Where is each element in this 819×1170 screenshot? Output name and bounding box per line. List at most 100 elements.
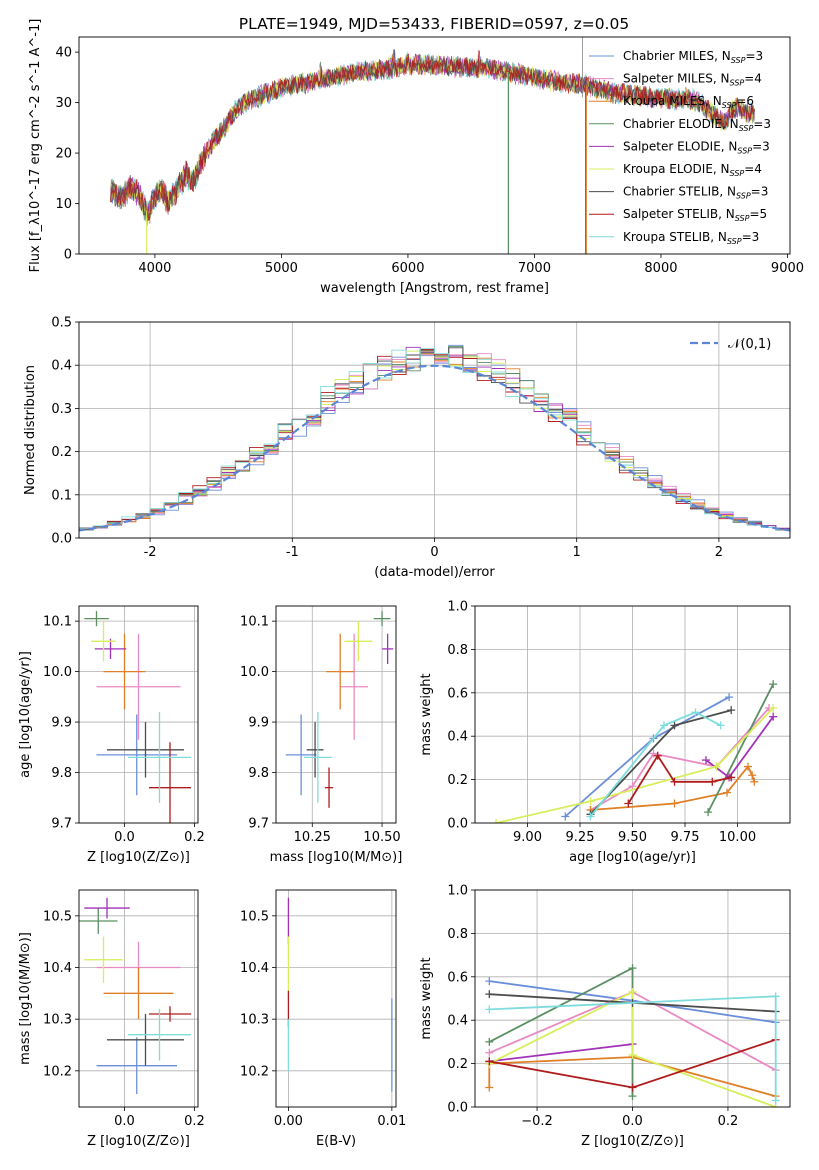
x-tick-label: 0.01	[377, 1114, 406, 1129]
y-tick-label: 10.0	[240, 665, 269, 680]
spectrum-lines	[109, 37, 756, 254]
error-bars	[84, 611, 191, 823]
x-tick-label: 0	[430, 545, 438, 560]
x-tick-label: 0.0	[622, 1114, 643, 1129]
mass-weight-marker	[628, 987, 637, 996]
mass-weight-marker	[771, 1096, 780, 1105]
y-tick-label: 9.8	[51, 766, 72, 781]
y-tick-label: 10.2	[43, 1064, 72, 1079]
mass-weight-marker	[485, 1037, 494, 1046]
legend-label: Chabrier STELIB, NSSP=3	[623, 185, 768, 201]
y-tick-label: 10.1	[43, 615, 72, 630]
x-tick-label: 0.00	[274, 1114, 303, 1129]
axes-mass-vs-ebv: 0.00 0.01 10.2 10.3 10.4 10.5 E(B-V)	[240, 889, 406, 1149]
x-tick-label: 9.25	[566, 830, 595, 845]
mass-weight-marker	[485, 1057, 494, 1066]
x-axis-label: mass [log10(M/M⊙)]	[270, 850, 403, 865]
spectrum-legend: Chabrier MILES, NSSP=3 Salpeter MILES, NS…	[589, 49, 771, 246]
axes-mass-vs-Z: 0.0 0.2 10.2 10.3 10.4 10.5 Z [log10(Z/Z⊙)] mas…	[18, 889, 205, 1149]
y-tick-label: 10.4	[43, 961, 72, 976]
axes-frame	[474, 889, 791, 1108]
y-tick-label: 20	[55, 147, 72, 162]
x-tick-label: 8000	[644, 261, 677, 276]
mass-weight-lines	[485, 964, 780, 1107]
mass-weight-marker	[725, 693, 734, 702]
mass-weight-marker	[716, 721, 725, 730]
mass-weight-series-3	[488, 966, 634, 1097]
x-tick-label: 9.00	[513, 830, 542, 845]
y-tick-label: 10.5	[43, 909, 72, 924]
y-tick-label: 10.3	[240, 1013, 269, 1028]
axes-frame	[78, 605, 199, 824]
y-tick-label: 9.7	[51, 817, 72, 832]
x-tick-label: 0.2	[184, 830, 205, 845]
mass-weight-marker	[769, 703, 778, 712]
mass-weight-marker	[727, 706, 736, 715]
y-tick-label: 0.2	[51, 445, 72, 460]
mass-weight-marker	[628, 964, 637, 973]
mass-weight-marker	[771, 992, 780, 1001]
mass-weight-series-3	[707, 683, 775, 813]
y-tick-label: 9.7	[248, 817, 269, 832]
error-bars	[287, 897, 393, 1092]
mass-weight-marker	[586, 797, 595, 806]
y-axis-label: Flux [f_λ10^-17 erg cm^-2 s^-1 A^-1]	[28, 19, 43, 273]
mass-weight-series-4	[489, 1043, 633, 1063]
y-tick-label: 9.8	[248, 766, 269, 781]
y-axis-label: age [log10(age/yr)]	[18, 651, 33, 778]
y-tick-label: 10	[55, 197, 72, 212]
y-tick-label: 1.0	[447, 600, 468, 615]
mass-weight-series-5	[495, 707, 774, 823]
x-axis-label: E(B-V)	[316, 1134, 356, 1149]
legend-label: Chabrier MILES, NSSP=3	[623, 49, 763, 65]
histogram-series-8	[79, 348, 790, 533]
y-tick-label: 0	[64, 248, 72, 263]
x-tick-label: 9.75	[671, 830, 700, 845]
axes-age-vs-Z: 0.0 0.2 9.7 9.8 9.9 10.0 10.1 Z [log10(Z/Z⊙)] ag…	[18, 605, 205, 865]
axes-age-vs-mass: 10.25 10.50 9.7 9.8 9.9 10.0 10.1 mass [log10(M…	[240, 605, 403, 865]
mass-weight-marker	[704, 808, 713, 817]
y-tick-label: 0.8	[447, 927, 468, 942]
mass-weight-marker	[769, 712, 778, 721]
y-tick-label: 0.3	[51, 402, 72, 417]
x-tick-label: 4000	[138, 261, 171, 276]
x-tick-label: -1	[286, 545, 299, 560]
y-tick-label: 10.3	[43, 1013, 72, 1028]
mass-weight-marker	[485, 990, 494, 999]
x-tick-label: −0.2	[521, 1114, 553, 1129]
axes-frame	[474, 605, 791, 824]
mass-weight-series-5	[488, 990, 777, 1107]
mass-weight-marker	[624, 799, 633, 808]
mass-weight-marker	[769, 680, 778, 689]
y-tick-label: 0.4	[447, 730, 468, 745]
x-axis-label: (data-model)/error	[374, 565, 495, 580]
y-axis-label: mass [log10(M/M⊙)]	[18, 932, 33, 1065]
y-tick-label: 0.4	[51, 359, 72, 374]
axes-frame	[275, 605, 397, 824]
y-tick-label: 0.6	[447, 970, 468, 985]
y-tick-label: 40	[55, 46, 72, 61]
y-tick-label: 0.4	[447, 1014, 468, 1029]
mass-weight-marker	[561, 812, 570, 821]
mass-weight-marker	[670, 799, 679, 808]
axes-mass-weight-vs-Z: −0.2 0.0 0.2 0.0 0.2 0.4 0.6 0.8 1.0 Z [log10(Z/Z…	[419, 884, 791, 1149]
x-tick-label: 0.2	[718, 1114, 739, 1129]
mass-weight-marker	[727, 773, 736, 782]
mass-weight-lines	[492, 680, 778, 823]
mass-weight-marker	[670, 777, 679, 786]
mass-weight-marker	[708, 777, 717, 786]
y-tick-label: 0.0	[51, 532, 72, 547]
mass-weight-marker	[485, 1005, 494, 1014]
x-tick-label: 2	[715, 545, 723, 560]
x-tick-label: 0.0	[114, 1114, 135, 1129]
histograms	[79, 344, 790, 533]
y-tick-label: 10.2	[240, 1064, 269, 1079]
mass-weight-marker	[485, 1083, 494, 1092]
mass-weight-marker	[748, 771, 757, 780]
y-tick-label: 0.2	[447, 1057, 468, 1072]
x-tick-label: 10.25	[294, 830, 331, 845]
y-axis-label: Normed distribution	[23, 365, 38, 495]
legend-label: Chabrier ELODIE, NSSP=3	[623, 117, 771, 133]
x-tick-label: 9000	[771, 261, 804, 276]
